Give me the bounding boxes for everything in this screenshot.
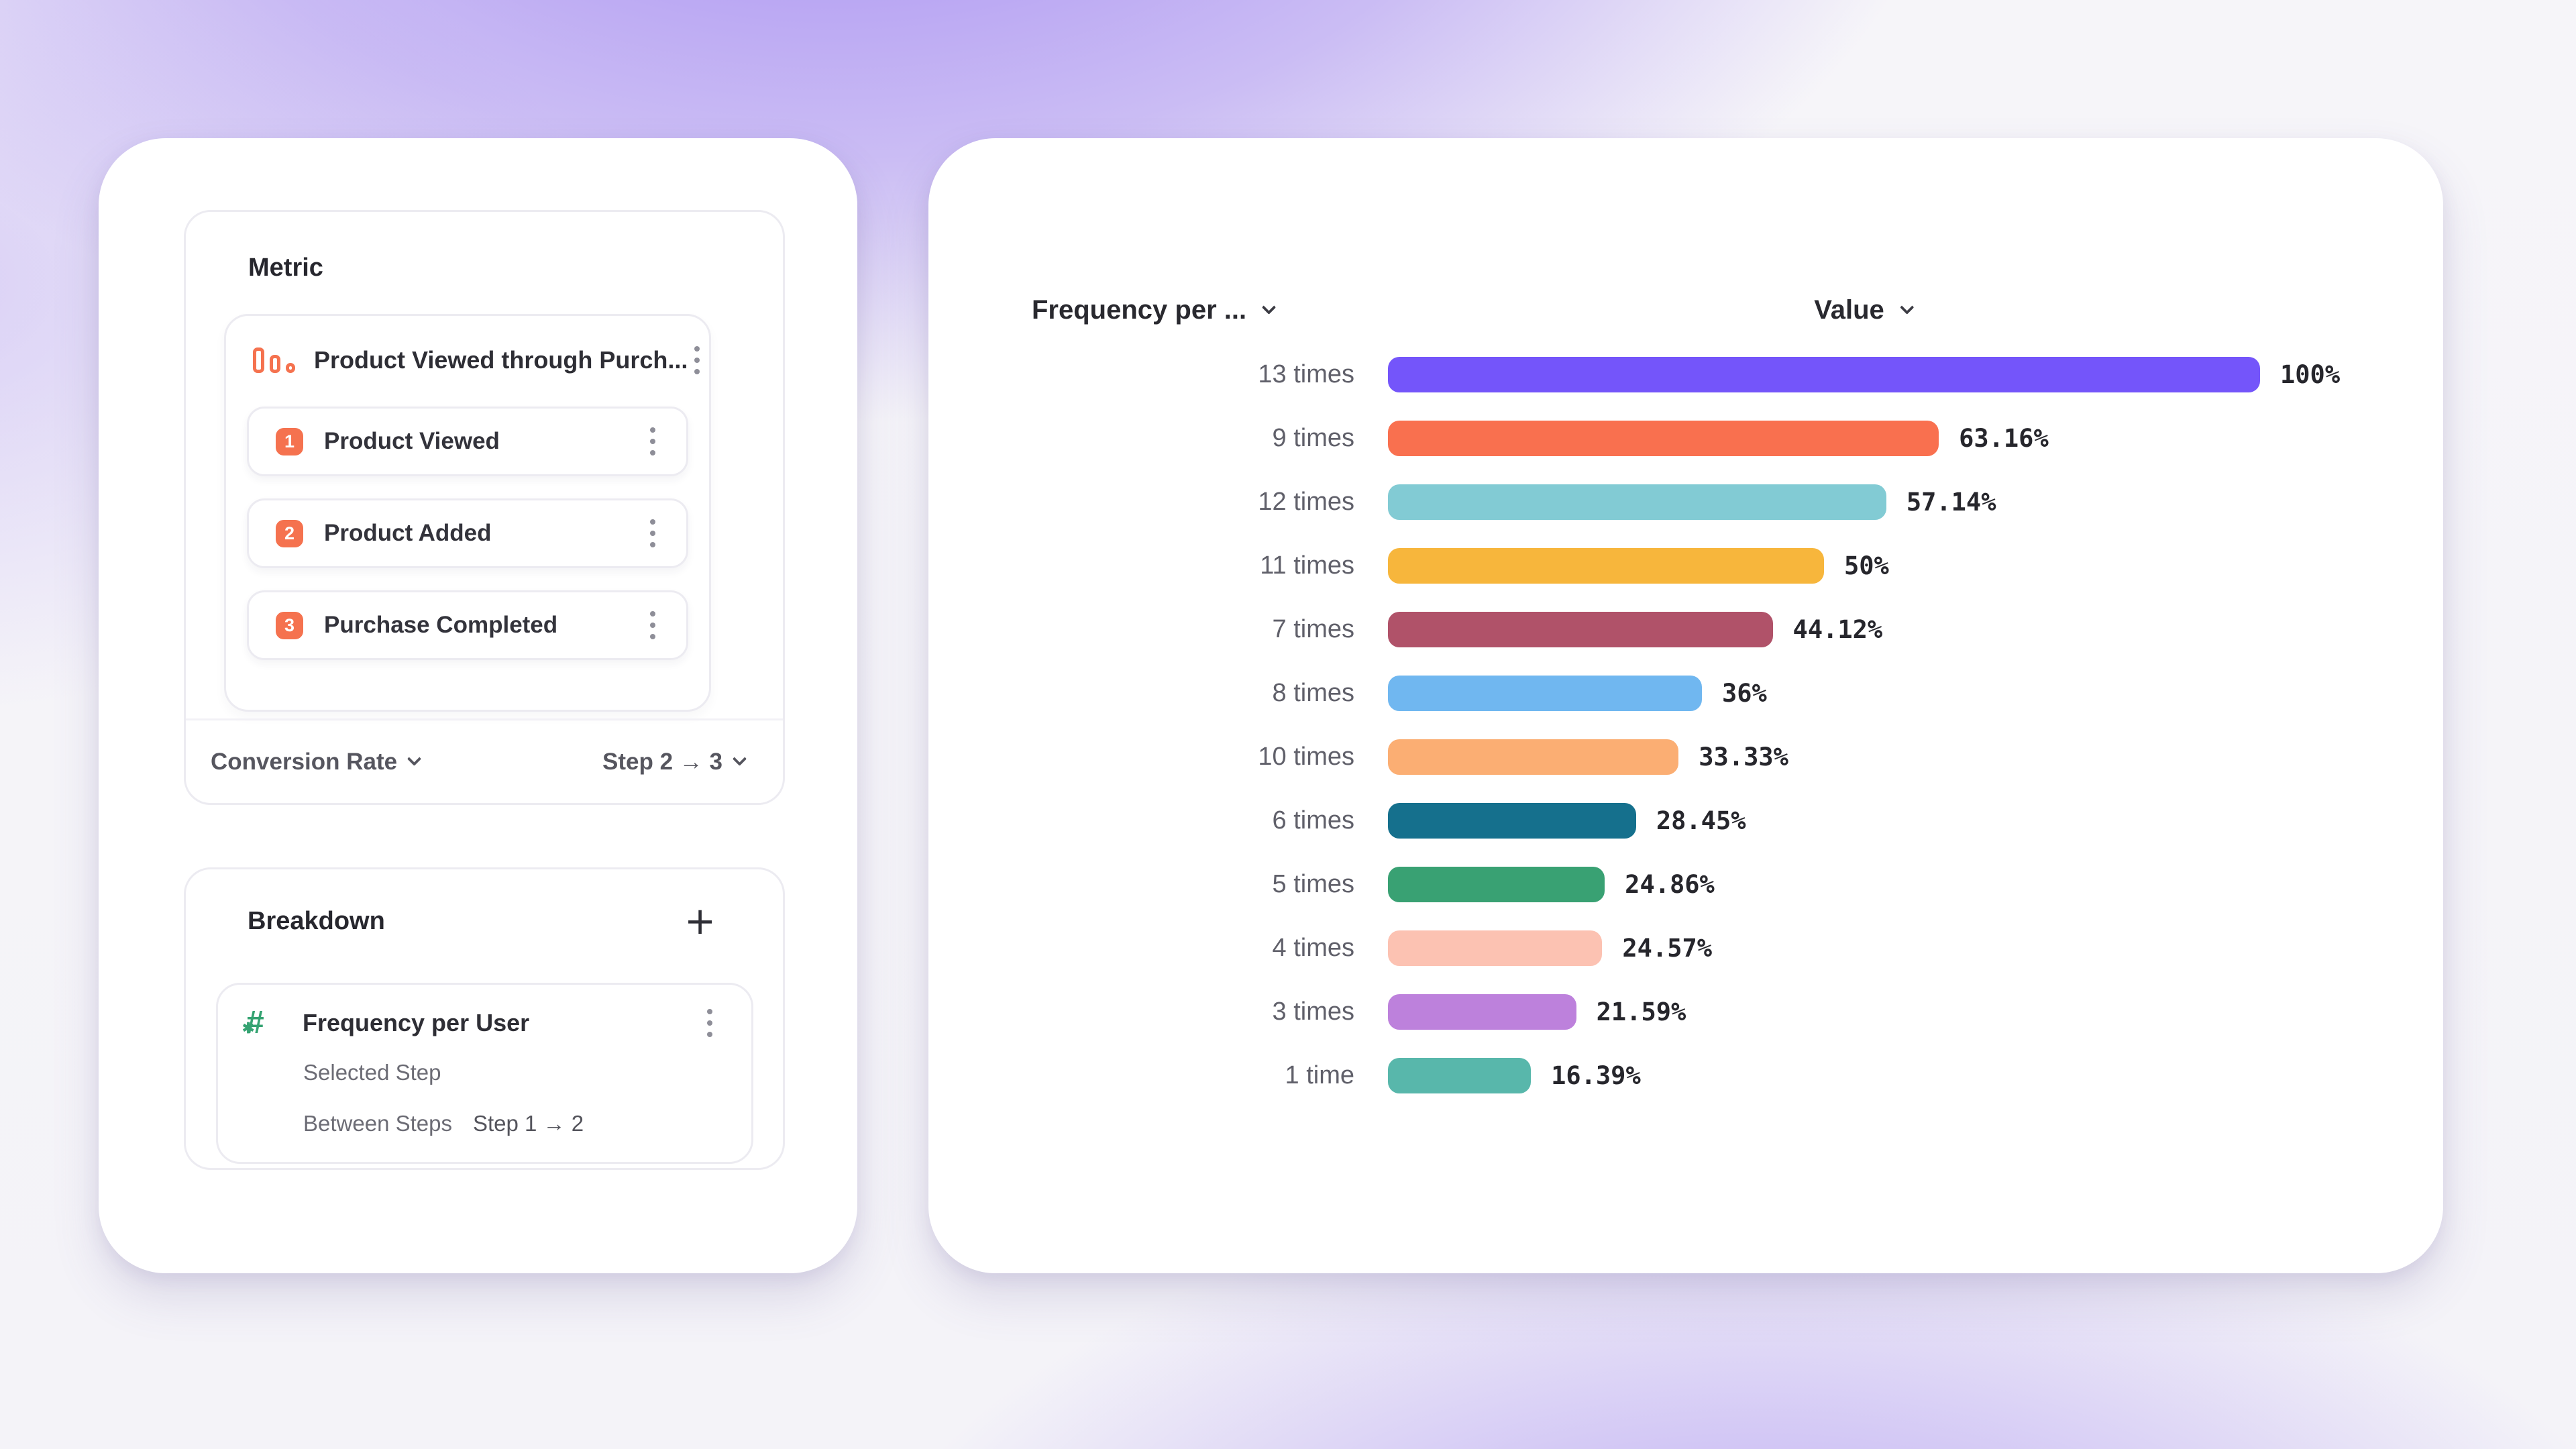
step-number-badge: 3 <box>276 611 303 639</box>
chart-row: 5 times 24.86% <box>928 853 2443 916</box>
bar[interactable] <box>1388 484 1886 520</box>
bar-value-label: 21.59% <box>1596 998 1686 1026</box>
bar[interactable] <box>1388 421 1939 456</box>
funnel-header-row[interactable]: Product Viewed through Purch... <box>226 316 709 405</box>
bar-value-label: 63.16% <box>1959 424 2049 453</box>
chart-row: 4 times 24.57% <box>928 916 2443 980</box>
breakdown-panel: Breakdown + # ✱ Frequency per User Select… <box>184 867 785 1170</box>
chart-row: 7 times 44.12% <box>928 598 2443 661</box>
kebab-menu-icon[interactable] <box>643 513 662 554</box>
bar-value-label: 44.12% <box>1792 615 1883 644</box>
funnel-bars-icon <box>253 347 295 373</box>
conversion-rate-dropdown[interactable]: Conversion Rate <box>211 748 422 775</box>
kebab-menu-icon[interactable] <box>688 339 706 381</box>
bar[interactable] <box>1388 548 1824 584</box>
chart-row: 8 times 36% <box>928 661 2443 725</box>
between-steps-label: Between Steps <box>303 1111 452 1136</box>
kebab-menu-icon[interactable] <box>643 604 662 646</box>
kebab-menu-icon[interactable] <box>700 1002 719 1044</box>
add-breakdown-button[interactable]: + <box>684 899 716 943</box>
funnel-step[interactable]: 1 Product Viewed <box>247 407 688 476</box>
step-range-label: Step 2 → 3 <box>602 748 722 775</box>
kebab-menu-icon[interactable] <box>643 421 662 462</box>
step-label: Product Viewed <box>324 428 500 454</box>
funnel-steps: 1 Product Viewed 2 Product Added 3 Purchase C… <box>226 405 709 660</box>
bar-value-label: 100% <box>2280 360 2341 389</box>
query-builder-card: Metric Product Viewed through Purch... 1… <box>99 138 857 1273</box>
category-column-dropdown[interactable]: Frequency per ... <box>1032 282 1277 338</box>
chart-row: 13 times 100% <box>928 343 2443 407</box>
chevron-down-icon <box>1262 300 1277 315</box>
step-number-badge: 2 <box>276 519 303 547</box>
bar[interactable] <box>1388 612 1773 647</box>
metric-divider <box>186 718 783 720</box>
step-number-badge: 1 <box>276 427 303 455</box>
breakdown-item[interactable]: # ✱ Frequency per User Selected Step Betw… <box>216 983 753 1164</box>
funnel-step[interactable]: 2 Product Added <box>247 498 688 568</box>
bar[interactable] <box>1388 867 1605 902</box>
bar-value-label: 33.33% <box>1699 743 1788 771</box>
chart-row: 10 times 33.33% <box>928 725 2443 789</box>
funnel-event-group[interactable]: Product Viewed through Purch... 1 Product… <box>224 314 711 712</box>
bar-category-label: 10 times <box>1258 743 1354 771</box>
bar-category-label: 9 times <box>1272 424 1354 452</box>
chart-card: Frequency per ... Value 13 times 100% 9 ti… <box>928 138 2443 1273</box>
funnel-step[interactable]: 3 Purchase Completed <box>247 590 688 660</box>
sparkle-icon: ✱ <box>242 1020 255 1036</box>
value-column-dropdown[interactable]: Value <box>1814 282 1914 338</box>
bar[interactable] <box>1388 803 1636 839</box>
chevron-down-icon <box>732 751 747 766</box>
chart-rows: 13 times 100% 9 times 63.16% 12 times 57.14% 1… <box>928 343 2443 1108</box>
bar[interactable] <box>1388 1058 1532 1093</box>
bar-value-label: 50% <box>1844 551 1889 580</box>
value-column-label: Value <box>1814 294 1884 325</box>
bar-category-label: 12 times <box>1258 488 1354 516</box>
breakdown-panel-title: Breakdown <box>248 907 385 935</box>
step-label: Purchase Completed <box>324 612 558 638</box>
step-range-dropdown[interactable]: Step 2 → 3 <box>602 748 747 775</box>
bar-category-label: 13 times <box>1258 360 1354 388</box>
bar[interactable] <box>1388 930 1603 966</box>
bar-category-label: 6 times <box>1272 806 1354 835</box>
category-column-label: Frequency per ... <box>1032 294 1247 325</box>
bar[interactable] <box>1388 357 2260 392</box>
bar[interactable] <box>1388 739 1679 775</box>
selected-step-label: Selected Step <box>303 1060 441 1085</box>
breakdown-item-name: Frequency per User <box>303 1009 530 1036</box>
bar-category-label: 11 times <box>1260 551 1354 580</box>
bar-value-label: 24.86% <box>1625 870 1715 899</box>
chart-row: 11 times 50% <box>928 534 2443 598</box>
metric-panel-title: Metric <box>248 254 323 282</box>
chart-row: 12 times 57.14% <box>928 470 2443 534</box>
bar-value-label: 57.14% <box>1906 488 1996 517</box>
chart-row: 9 times 63.16% <box>928 407 2443 470</box>
bar-value-label: 24.57% <box>1622 934 1713 963</box>
between-steps-value[interactable]: Step 1 → 2 <box>473 1111 584 1136</box>
chevron-down-icon <box>407 751 422 766</box>
bar[interactable] <box>1388 994 1576 1030</box>
bar-value-label: 36% <box>1722 679 1767 708</box>
bar-category-label: 5 times <box>1272 870 1354 898</box>
conversion-rate-label: Conversion Rate <box>211 748 398 775</box>
bar-category-label: 1 time <box>1285 1061 1354 1089</box>
hash-icon: # ✱ <box>242 1003 286 1043</box>
bar-value-label: 16.39% <box>1551 1061 1641 1090</box>
metric-panel: Metric Product Viewed through Purch... 1… <box>184 210 785 805</box>
funnel-name: Product Viewed through Purch... <box>314 346 688 374</box>
chart-row: 3 times 21.59% <box>928 980 2443 1044</box>
step-label: Product Added <box>324 520 492 546</box>
chart-row: 6 times 28.45% <box>928 789 2443 853</box>
chevron-down-icon <box>1899 300 1914 315</box>
bar-category-label: 3 times <box>1272 998 1354 1026</box>
bar-category-label: 8 times <box>1272 679 1354 707</box>
bar-category-label: 4 times <box>1272 934 1354 962</box>
bar-category-label: 7 times <box>1272 615 1354 643</box>
bar-value-label: 28.45% <box>1656 806 1746 835</box>
chart-row: 1 time 16.39% <box>928 1044 2443 1108</box>
bar[interactable] <box>1388 676 1702 711</box>
